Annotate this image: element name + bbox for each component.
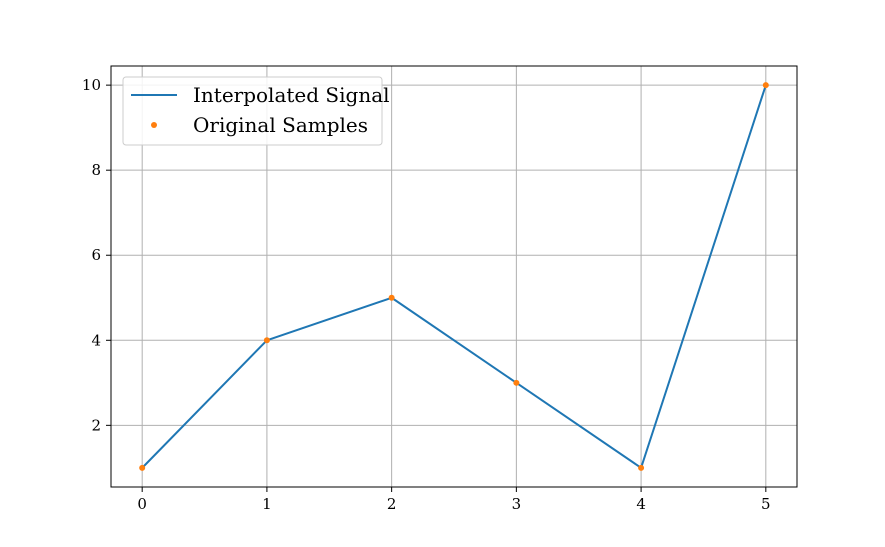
legend-point-swatch <box>151 122 157 128</box>
x-tick-label: 4 <box>636 495 646 513</box>
y-tick-label: 8 <box>91 161 101 179</box>
sample-point <box>139 464 146 471</box>
x-tick-label: 5 <box>761 495 771 513</box>
sample-point <box>513 379 520 386</box>
y-tick-label: 2 <box>91 416 101 434</box>
legend-entry-label: Original Samples <box>193 113 368 137</box>
x-tick-label: 2 <box>387 495 397 513</box>
legend-entry-label: Interpolated Signal <box>193 83 390 107</box>
legend-box <box>122 76 383 146</box>
sample-point <box>762 82 769 89</box>
y-tick-label: 6 <box>91 246 101 264</box>
y-tick-label: 10 <box>82 76 101 94</box>
legend: Interpolated Signal Original Samples <box>122 76 390 146</box>
x-tick-label: 1 <box>262 495 272 513</box>
sample-point <box>263 337 270 344</box>
plot-series <box>139 82 769 471</box>
series-line-interpolated-signal <box>141 84 767 469</box>
x-tick-label: 3 <box>512 495 522 513</box>
sample-point <box>638 464 645 471</box>
plot-frame <box>110 65 798 488</box>
x-tick-label: 0 <box>137 495 147 513</box>
sample-point <box>388 294 395 301</box>
y-tick-label: 4 <box>91 331 101 349</box>
axis-ticks: 0 1 2 3 4 5 2 4 6 8 10 <box>82 76 771 513</box>
